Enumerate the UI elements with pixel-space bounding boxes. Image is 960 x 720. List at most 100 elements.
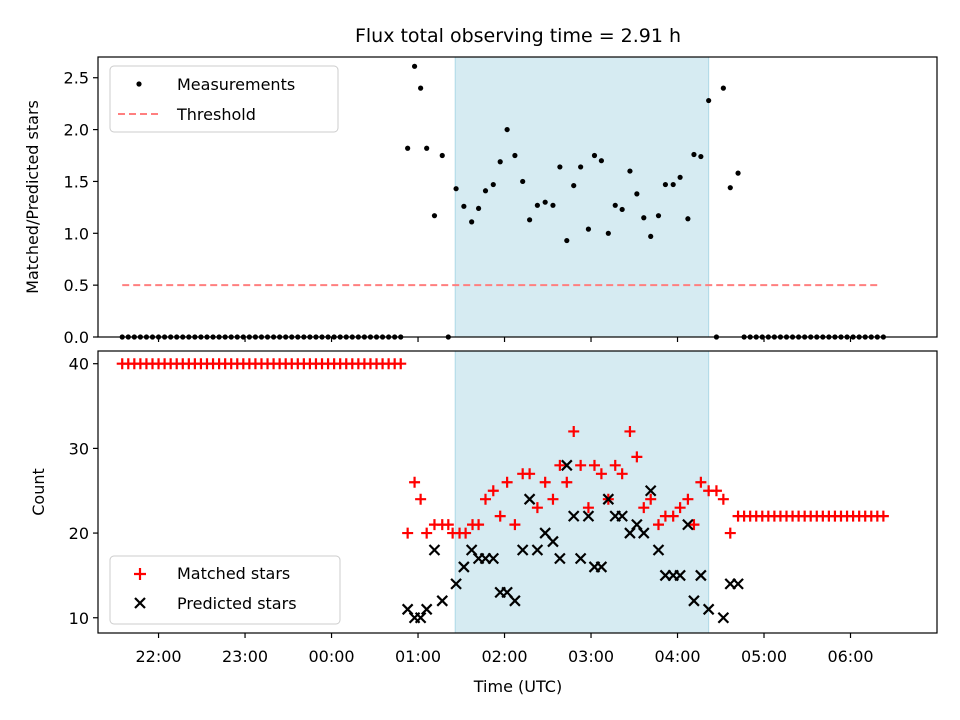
measurements-point [612, 202, 618, 208]
matched-stars-point [724, 527, 736, 539]
measurements-point [685, 216, 691, 222]
predicted-stars-point [602, 493, 615, 505]
top-panel-x-ticks [157, 337, 852, 342]
measurements-point [677, 174, 683, 180]
measurements-point [431, 213, 438, 219]
x-tick-label: 05:00 [741, 647, 787, 666]
measurements-point [591, 152, 598, 159]
matched-stars-point [717, 493, 729, 505]
matched-stars-point [494, 510, 506, 522]
matched-stars-point [638, 502, 650, 514]
predicted-stars-point [561, 459, 573, 472]
legend-predicted-label: Predicted stars [177, 594, 297, 613]
x-tick-label: 04:00 [654, 647, 700, 666]
y-tick-label: 0.5 [64, 276, 89, 295]
bottom-legend: Matched stars Predicted stars [109, 555, 341, 625]
measurements-point [461, 203, 467, 209]
bottom-panel-frame [97, 350, 938, 634]
measurements-point [706, 97, 712, 104]
y-tick-label: 1.5 [64, 172, 89, 191]
matched-stars-point [561, 476, 573, 488]
predicted-stars-point [509, 595, 521, 607]
matched-stars-point [501, 476, 513, 488]
bottom-panel: 10 20 30 40 22:00 23:00 00:00 01:00 02:00 03:00 0… [29, 350, 938, 696]
measurements-point [550, 202, 556, 208]
matched-stars-point [473, 519, 485, 531]
measurements-point [482, 188, 489, 194]
measurements-point [564, 237, 570, 244]
measurements-point [698, 153, 704, 160]
predicted-stars-point [682, 518, 694, 531]
top-panel-y-ticks: 0.0 0.5 1.0 1.5 2.0 2.5 [64, 69, 98, 347]
matched-stars-point [695, 476, 707, 488]
measurements-point [648, 233, 654, 240]
measurements-point [405, 145, 411, 151]
predicted-stars-point [674, 569, 686, 582]
matched-stars-point [442, 519, 454, 531]
measurements-point [571, 182, 577, 189]
measurements-point [439, 152, 445, 159]
measurements-point [598, 158, 605, 164]
predicted-stars-point [458, 561, 470, 573]
matched-stars-point [415, 493, 427, 505]
predicted-stars-point [450, 578, 462, 590]
measurements-point [662, 181, 669, 188]
measurements-point [655, 213, 662, 219]
matched-stars-point [631, 451, 643, 463]
measurements-point [424, 145, 430, 151]
x-axis-label: Time (UTC) [473, 677, 562, 696]
predicted-stars-point [582, 510, 595, 522]
matched-stars-point [616, 468, 628, 480]
predicted-stars-point [574, 552, 587, 565]
legend-matched-label: Matched stars [177, 564, 290, 583]
top-y-axis-label: Matched/Predicted stars [23, 100, 42, 294]
x-tick-label: 22:00 [135, 647, 181, 666]
matched-stars-point [539, 476, 551, 488]
measurements-point [497, 159, 503, 165]
measurements-point [527, 217, 533, 223]
predicted-stars-point [487, 552, 500, 565]
matched-stars-point [479, 493, 491, 505]
matched-stars-point [688, 519, 700, 531]
matched-stars-point [682, 493, 694, 505]
matched-stars-point [460, 527, 472, 539]
measurements-point [641, 215, 647, 221]
predicted-stars-point [652, 544, 665, 556]
y-tick-label: 40 [69, 355, 89, 374]
bottom-panel-y-ticks: 10 20 30 40 [69, 355, 98, 628]
x-tick-label: 01:00 [395, 647, 441, 666]
matched-stars-point [554, 459, 566, 471]
measurements-point [619, 206, 625, 213]
matched-stars-point [395, 358, 407, 370]
measurements-point [512, 152, 518, 159]
matched-stars-point [588, 459, 600, 471]
matched-stars-point [421, 527, 433, 539]
matched-stars-point [877, 510, 889, 522]
chart-title: Flux total observing time = 2.91 h [355, 25, 681, 47]
predicted-stars-point [523, 493, 536, 505]
observing-window-span-top [454, 56, 710, 338]
measurements-point [557, 164, 563, 170]
matched-stars-point [645, 493, 657, 505]
matched-stars-point [487, 485, 499, 497]
measurements-point [520, 178, 526, 185]
bottom-panel-marks [116, 358, 889, 624]
predicted-stars-point [616, 510, 628, 522]
matched-stars-point [547, 493, 559, 505]
predicted-stars-point [547, 535, 559, 548]
legend-measurements-marker [136, 81, 142, 87]
measurements-point [634, 191, 640, 197]
legend-matched-marker [134, 568, 146, 580]
matched-stars-point [674, 502, 686, 514]
measurements-point [411, 63, 418, 69]
measurements-point [475, 205, 482, 212]
measurements-point [542, 199, 548, 205]
predicted-stars-point [531, 544, 544, 556]
x-tick-label: 00:00 [308, 647, 354, 666]
measurements-point [469, 219, 475, 225]
matched-stars-point [575, 459, 587, 471]
matched-stars-point [531, 502, 543, 514]
measurements-point [605, 230, 611, 236]
y-tick-label: 10 [69, 609, 89, 628]
